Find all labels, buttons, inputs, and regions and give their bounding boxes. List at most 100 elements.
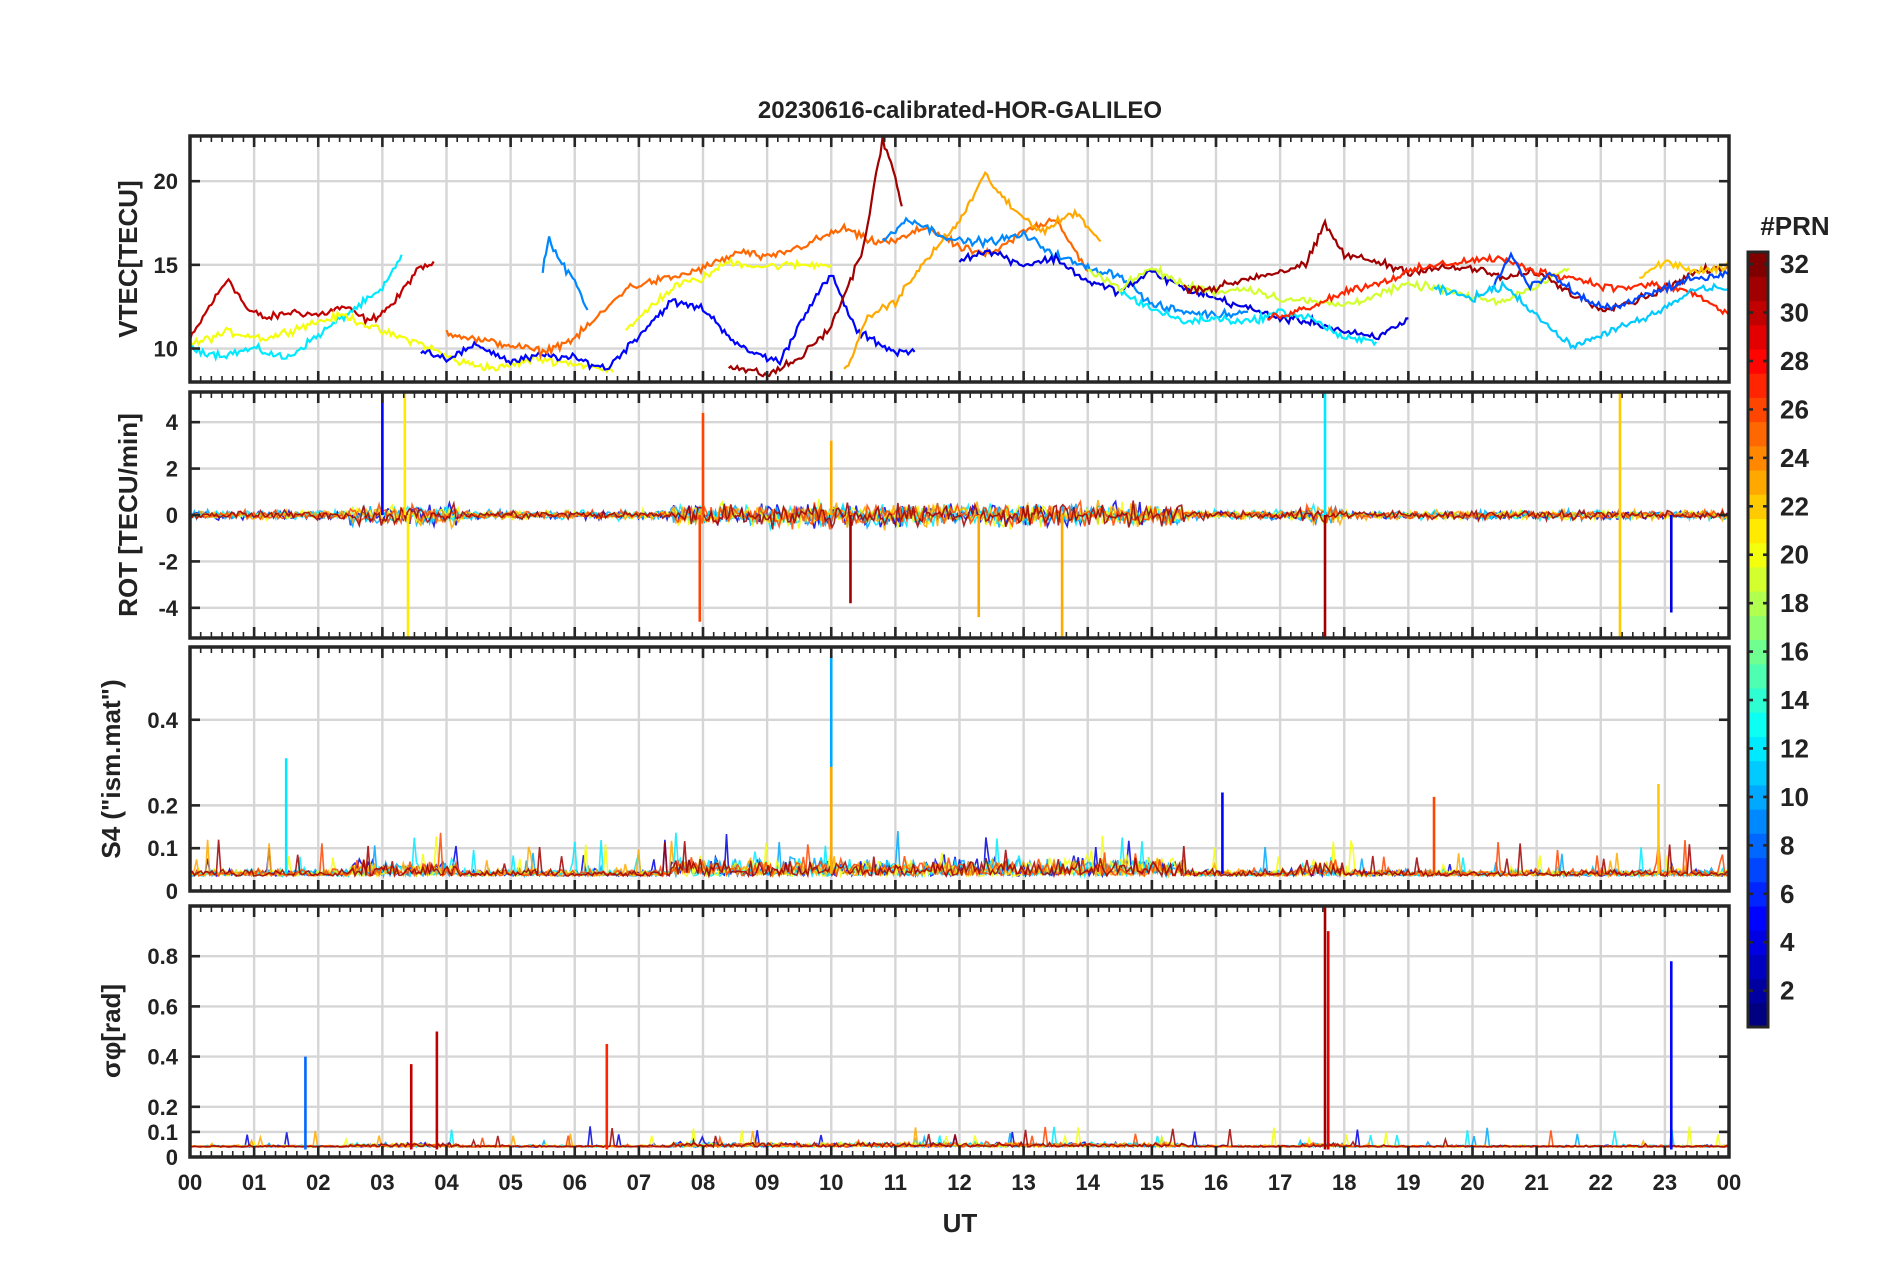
x-tick-label: 15: [1140, 1170, 1164, 1195]
colorbar-swatch: [1748, 736, 1768, 762]
x-tick-label: 06: [563, 1170, 587, 1195]
colorbar-tick-label: 4: [1780, 927, 1795, 957]
y-tick-label: 0: [166, 1145, 178, 1170]
colorbar-swatch: [1748, 373, 1768, 398]
colorbar-tick-label: 26: [1780, 394, 1809, 424]
vtec-series-prn-25: [445, 217, 1089, 361]
vtec-series-prn-7: [1491, 251, 1729, 312]
x-tick-label: 19: [1396, 1170, 1420, 1195]
colorbar-swatch: [1748, 905, 1768, 931]
y-tick-label: -2: [158, 549, 178, 574]
y-tick-label: 0.6: [147, 994, 178, 1019]
x-tick-label: 17: [1268, 1170, 1292, 1195]
colorbar-tick-label: 20: [1780, 540, 1809, 570]
x-tick-label: 04: [434, 1170, 459, 1195]
vtec-series-prn-23: [843, 170, 1102, 370]
colorbar-swatch: [1748, 809, 1768, 834]
y-tick-label: 2: [166, 457, 178, 482]
colorbar-swatch: [1748, 469, 1768, 495]
rot-axis: -4 -2 0 2 4: [158, 390, 1731, 640]
x-tick-label: 23: [1653, 1170, 1677, 1195]
colorbar-tick-label: 14: [1780, 685, 1809, 715]
vtec-series-prn-5: [420, 274, 916, 371]
vtec-series-prn-9: [881, 216, 1249, 320]
vtec-series-prn-20: [190, 309, 615, 374]
y-tick-label: 0.4: [147, 1045, 178, 1070]
vtec-series-prn-27: [1267, 252, 1729, 321]
colorbar-swatch: [1748, 494, 1768, 520]
trace-prn-31: [190, 500, 1729, 530]
colorbar-tick-label: 8: [1780, 830, 1794, 860]
colorbar-swatch: [1748, 978, 1768, 1004]
colorbar-tick-label: 30: [1780, 298, 1809, 328]
sigma-phi-grid: [190, 906, 1729, 1157]
vtec-series-prn-19: [1087, 264, 1570, 308]
x-tick-label: 20: [1460, 1170, 1484, 1195]
y-tick-label: 0.2: [147, 793, 178, 818]
vtec-series-prn-30: [190, 260, 435, 341]
y-tick-label: 0.8: [147, 944, 178, 969]
x-axis-label: UT: [943, 1208, 978, 1238]
colorbar-tick-label: 32: [1780, 249, 1809, 279]
sigma-phi-ylabel: σφ[rad]: [96, 984, 126, 1078]
y-tick-label: 20: [154, 169, 178, 194]
panel-vtec: 10 15 20 VTEC[TECU]: [113, 134, 1731, 384]
colorbar-swatch: [1748, 687, 1768, 713]
colorbar-tick-label: 18: [1780, 588, 1809, 618]
x-tick-label: 22: [1589, 1170, 1613, 1195]
y-tick-label: 0.1: [147, 836, 178, 861]
x-tick-label: 00: [1717, 1170, 1741, 1195]
x-tick-label: 09: [755, 1170, 779, 1195]
vtec-ylabel: VTEC[TECU]: [113, 180, 143, 337]
panel-s4: 0 0.1 0.2 0.4 S4 ("ism.mat"): [96, 645, 1731, 904]
colorbar-swatch: [1748, 663, 1768, 689]
vtec-traces: [190, 136, 1729, 378]
y-tick-label: 4: [166, 410, 179, 435]
figure-title: 20230616-calibrated-HOR-GALILEO: [758, 97, 1162, 124]
x-tick-label: 01: [242, 1170, 266, 1195]
vtec-series-prn-31: [727, 136, 903, 378]
colorbar-swatch: [1748, 324, 1768, 350]
s4-grid: [190, 647, 1729, 891]
vtec-grid: [190, 136, 1729, 382]
vtec-series-prn-22: [1639, 259, 1729, 279]
x-tick-label: 08: [691, 1170, 715, 1195]
panel-frame: [188, 904, 1731, 1159]
colorbar-swatch: [1748, 639, 1768, 665]
colorbar-swatch: [1748, 397, 1768, 423]
y-tick-label: 15: [154, 253, 178, 278]
s4-traces: [190, 655, 1729, 879]
colorbar-swatch: [1748, 760, 1768, 786]
colorbar-swatch: [1748, 881, 1768, 907]
rot-ylabel: ROT [TECU/min]: [113, 413, 143, 617]
x-tick-label: 14: [1076, 1170, 1101, 1195]
y-tick-label: 10: [154, 337, 178, 362]
colorbar-swatch: [1748, 1002, 1768, 1028]
rot-traces: [190, 392, 1729, 638]
vtec-series-prn-31: [1183, 217, 1729, 313]
vtec-axis: 10 15 20: [154, 134, 1731, 384]
x-tick-label: 02: [306, 1170, 330, 1195]
x-tick-label: 05: [498, 1170, 522, 1195]
colorbar-tick-label: 28: [1780, 346, 1809, 376]
x-tick-label: 07: [627, 1170, 651, 1195]
colorbar-tick-label: 10: [1780, 782, 1809, 812]
colorbar-tick-label: 16: [1780, 637, 1809, 667]
colorbar-tick-label: 12: [1780, 733, 1809, 763]
trace-prn-26: [190, 832, 1729, 879]
colorbar-swatch: [1748, 615, 1768, 641]
colorbar-swatch: [1748, 833, 1768, 859]
colorbar-swatch: [1748, 954, 1768, 980]
x-tick-label: 16: [1204, 1170, 1228, 1195]
colorbar-swatch: [1748, 591, 1768, 616]
x-tick-label: 00: [178, 1170, 202, 1195]
x-tick-label: 12: [947, 1170, 971, 1195]
vtec-series-prn-12: [1118, 288, 1378, 347]
vtec-series-prn-11: [1433, 279, 1729, 351]
y-tick-label: 0.1: [147, 1120, 178, 1145]
x-tick-labels: 00 01 02 03 04 05 06 07 08 09 10 11 12 13 14 15 16 17 18 19…: [178, 1170, 1741, 1195]
colorbar-tick-label: 2: [1780, 976, 1794, 1006]
